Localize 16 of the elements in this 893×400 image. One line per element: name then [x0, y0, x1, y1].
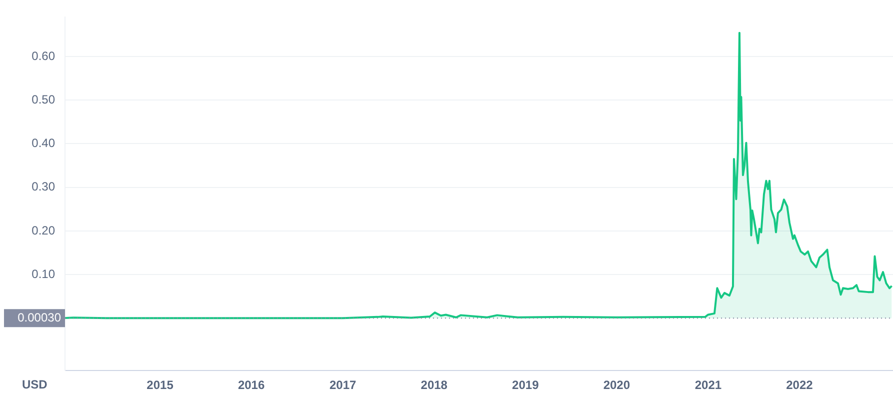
- ref-line-label: 0.00030: [18, 310, 62, 324]
- x-tick-label: 2019: [512, 378, 540, 392]
- y-tick-label: 0.40: [32, 136, 56, 150]
- x-tick-label: 2017: [329, 378, 357, 392]
- y-tick-label: 0.30: [32, 180, 56, 194]
- x-tick-label: 2022: [786, 378, 814, 392]
- x-tick-label: 2015: [146, 378, 174, 392]
- y-tick-label: 0.60: [32, 48, 56, 63]
- y-tick-label: 0.50: [32, 92, 56, 106]
- x-tick-label: 2016: [238, 378, 265, 392]
- y-tick-label: 0.20: [32, 223, 56, 238]
- y-tick-label: 0.10: [32, 266, 56, 281]
- y-axis-title: USD: [22, 377, 48, 392]
- x-tick-label: 2020: [603, 378, 630, 392]
- x-tick-label: 2018: [420, 378, 448, 392]
- x-tick-label: 2021: [694, 378, 722, 392]
